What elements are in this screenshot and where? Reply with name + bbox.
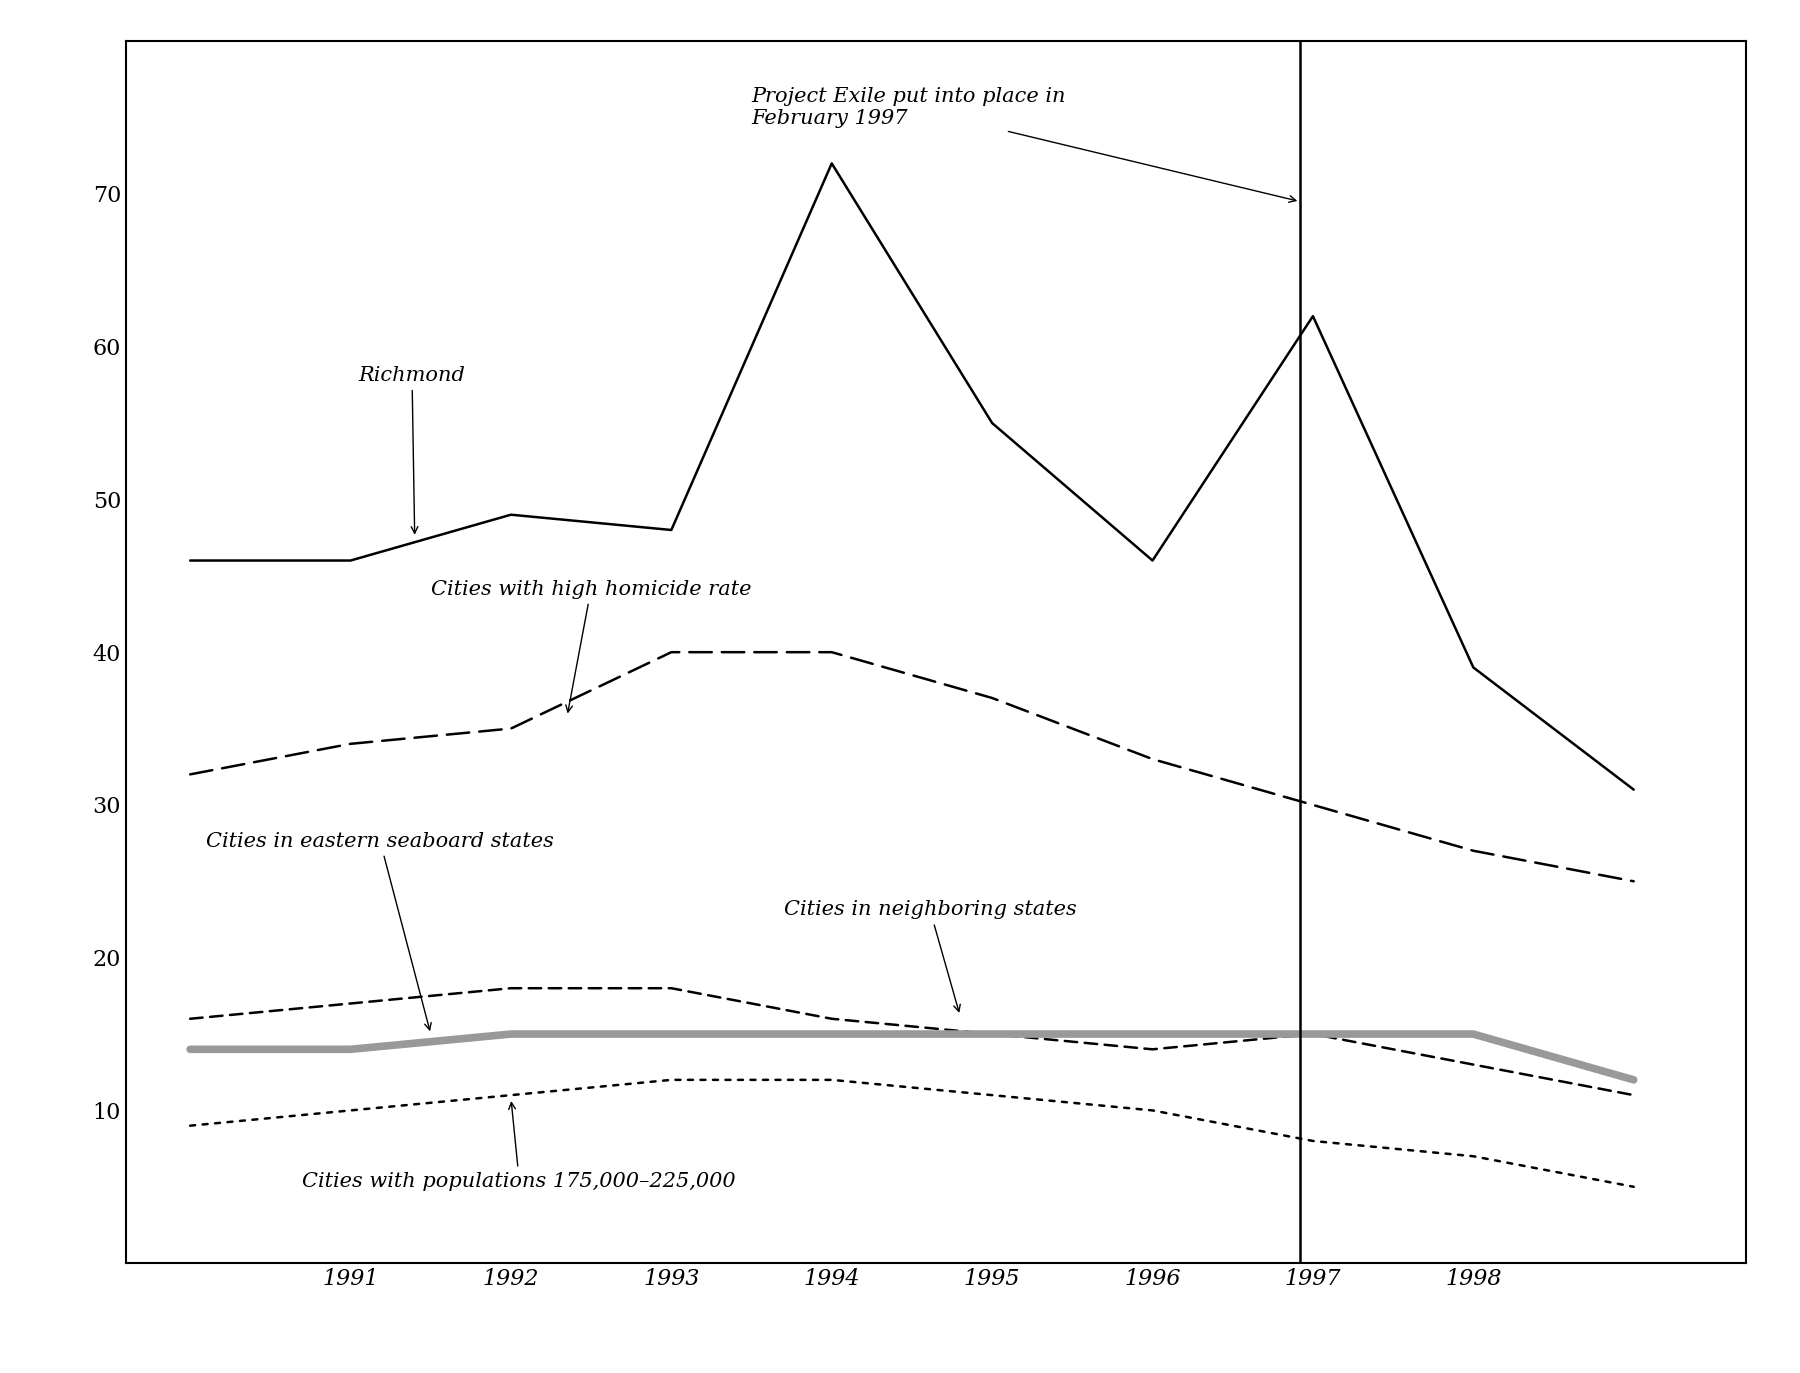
Text: Richmond: Richmond <box>358 365 466 533</box>
Text: Cities in eastern seaboard states: Cities in eastern seaboard states <box>207 832 554 1030</box>
Text: Cities in neighboring states: Cities in neighboring states <box>783 901 1076 1012</box>
Text: Cities with populations 175,000–225,000: Cities with populations 175,000–225,000 <box>302 1103 736 1190</box>
Text: Cities with high homicide rate: Cities with high homicide rate <box>430 579 751 713</box>
Text: Project Exile put into place in
February 1997: Project Exile put into place in February… <box>752 86 1296 202</box>
